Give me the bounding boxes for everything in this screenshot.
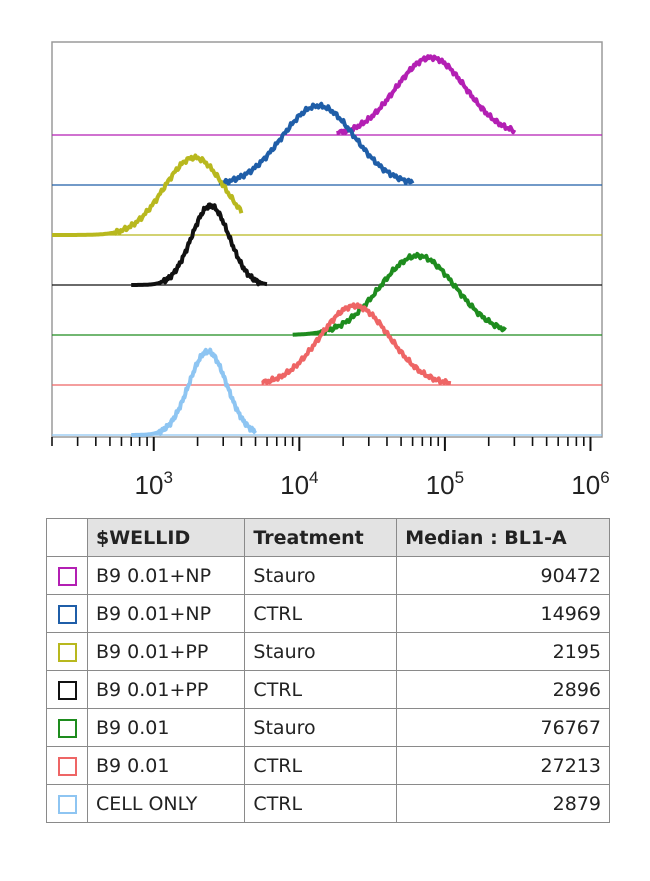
cell-median: 2879 xyxy=(396,784,610,823)
color-swatch xyxy=(57,680,77,700)
swatch-cell xyxy=(46,784,88,823)
cell-wellid: B9 0.01+NP xyxy=(86,594,246,633)
histogram-2 xyxy=(52,101,602,186)
header-median: Median : BL1-A xyxy=(396,518,610,557)
table-row: CELL ONLY CTRL 2879 xyxy=(46,784,610,823)
cell-wellid: B9 0.01+NP xyxy=(86,556,246,595)
tick-label-1e5: 105 xyxy=(426,468,464,500)
histogram-curve-3 xyxy=(51,153,244,237)
color-swatch xyxy=(57,756,77,776)
cell-wellid: B9 0.01+PP xyxy=(86,670,246,709)
swatch-header xyxy=(46,518,88,557)
histogram-curve-2 xyxy=(218,101,415,186)
histogram-traces xyxy=(51,54,602,437)
swatch-cell xyxy=(46,746,88,785)
x-axis: 103 104 105 106 xyxy=(51,437,610,500)
histogram-3 xyxy=(51,153,602,237)
header-wellid: $WELLID xyxy=(86,518,246,557)
cell-wellid: CELL ONLY xyxy=(86,784,246,823)
cell-median: 76767 xyxy=(396,708,610,747)
cell-median: 14969 xyxy=(396,594,610,633)
histogram-curve-4 xyxy=(130,202,269,287)
histogram-4 xyxy=(52,202,602,287)
table-row: B9 0.01+PP CTRL 2896 xyxy=(46,670,610,709)
header-treatment: Treatment xyxy=(244,518,398,557)
histogram-chart: 103 104 105 106 xyxy=(51,41,610,500)
histogram-1 xyxy=(52,54,602,136)
cell-treatment: CTRL xyxy=(244,670,398,709)
legend-table: $WELLID Treatment Median : BL1-A B9 0.01… xyxy=(46,518,610,823)
color-swatch xyxy=(57,566,77,586)
histogram-curve-6 xyxy=(260,302,452,386)
swatch-cell xyxy=(46,556,88,595)
table-row: B9 0.01+NP Stauro 90472 xyxy=(46,556,610,595)
histogram-7 xyxy=(52,347,602,437)
cell-median: 2896 xyxy=(396,670,610,709)
cell-median: 27213 xyxy=(396,746,610,785)
swatch-cell xyxy=(46,708,88,747)
cell-wellid: B9 0.01 xyxy=(86,708,246,747)
tick-label-1e4: 104 xyxy=(280,468,318,500)
plot-frame xyxy=(51,41,603,438)
cell-median: 90472 xyxy=(396,556,610,595)
histogram-curve-1 xyxy=(335,54,517,135)
table-header-row: $WELLID Treatment Median : BL1-A xyxy=(46,518,610,557)
tick-label-1e6: 106 xyxy=(571,468,609,500)
table-row: B9 0.01 Stauro 76767 xyxy=(46,708,610,747)
tick-label-1e3: 103 xyxy=(135,468,173,500)
table-row: B9 0.01+PP Stauro 2195 xyxy=(46,632,610,671)
cell-treatment: Stauro xyxy=(244,632,398,671)
swatch-cell xyxy=(46,594,88,633)
cell-wellid: B9 0.01+PP xyxy=(86,632,246,671)
color-swatch xyxy=(57,642,77,662)
table-row: B9 0.01+NP CTRL 14969 xyxy=(46,594,610,633)
cell-treatment: Stauro xyxy=(244,708,398,747)
cell-wellid: B9 0.01 xyxy=(86,746,246,785)
histogram-curve-7 xyxy=(130,347,257,437)
color-swatch xyxy=(57,794,77,814)
cell-median: 2195 xyxy=(396,632,610,671)
cell-treatment: Stauro xyxy=(244,556,398,595)
cell-treatment: CTRL xyxy=(244,594,398,633)
cell-treatment: CTRL xyxy=(244,784,398,823)
table-row: B9 0.01 CTRL 27213 xyxy=(46,746,610,785)
color-swatch xyxy=(57,718,77,738)
histogram-6 xyxy=(52,302,602,386)
swatch-cell xyxy=(46,632,88,671)
color-swatch xyxy=(57,604,77,624)
cell-treatment: CTRL xyxy=(244,746,398,785)
swatch-cell xyxy=(46,670,88,709)
